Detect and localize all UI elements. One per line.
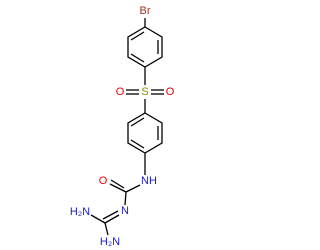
structure: Br S O O O NH N H₂N H₂N (70, 5, 175, 248)
atom-label: H₂N (100, 236, 120, 248)
double-bond (102, 210, 119, 220)
atom-label: NH (141, 175, 157, 187)
bond (104, 214, 120, 224)
atom-label: O (99, 175, 108, 187)
atom-label: H₂N (70, 206, 90, 218)
bond (124, 191, 127, 206)
ring-middle (127, 112, 163, 154)
ring (127, 112, 163, 154)
ring (127, 26, 163, 68)
atom-label: N (121, 205, 129, 217)
atom-label: O (166, 86, 175, 98)
atom-label: Br (140, 5, 151, 17)
bond (125, 184, 141, 193)
double-bond (110, 179, 125, 189)
double-bond (130, 53, 145, 63)
bond (90, 214, 106, 224)
atom-label: S (141, 86, 148, 98)
atom-label: O (116, 86, 125, 98)
bond (104, 222, 109, 236)
bond (109, 183, 127, 193)
double-bond (130, 31, 145, 41)
ring-top (127, 26, 163, 68)
double-bond (130, 139, 145, 149)
page: Br S O O O NH N H₂N H₂N (() => { const d… (69, 4, 175, 248)
double-bond (130, 117, 145, 127)
